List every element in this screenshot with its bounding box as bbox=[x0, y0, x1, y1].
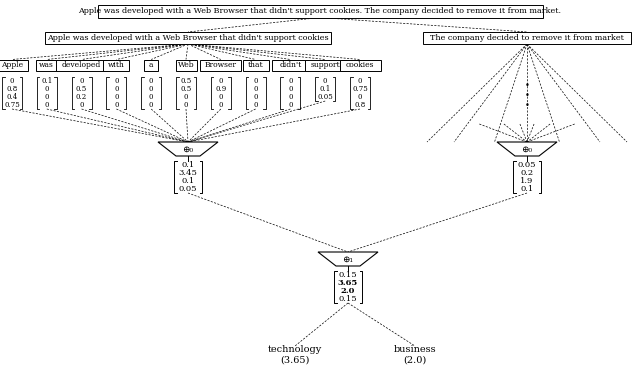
Text: 0: 0 bbox=[253, 77, 258, 85]
Text: cookies: cookies bbox=[346, 61, 374, 69]
Text: 0: 0 bbox=[149, 93, 154, 101]
FancyBboxPatch shape bbox=[273, 59, 308, 70]
Text: The company decided to remove it from market: The company decided to remove it from ma… bbox=[430, 34, 624, 42]
Text: 0: 0 bbox=[114, 93, 118, 101]
FancyBboxPatch shape bbox=[339, 59, 381, 70]
Text: 0.1: 0.1 bbox=[319, 85, 331, 93]
Text: 0: 0 bbox=[358, 77, 362, 85]
Text: 0: 0 bbox=[184, 101, 188, 109]
Text: 0: 0 bbox=[79, 101, 84, 109]
Text: 3.45: 3.45 bbox=[179, 169, 197, 177]
Text: 0.05: 0.05 bbox=[317, 93, 333, 101]
FancyBboxPatch shape bbox=[423, 32, 631, 44]
Text: 0: 0 bbox=[253, 101, 258, 109]
Text: technology: technology bbox=[268, 346, 322, 354]
Text: 0: 0 bbox=[288, 101, 292, 109]
Text: 0: 0 bbox=[45, 93, 49, 101]
Text: 0: 0 bbox=[149, 77, 154, 85]
Text: developed: developed bbox=[62, 61, 101, 69]
Text: 0.1: 0.1 bbox=[520, 185, 534, 193]
Text: (3.65): (3.65) bbox=[280, 355, 310, 365]
FancyBboxPatch shape bbox=[243, 59, 269, 70]
Text: support: support bbox=[310, 61, 340, 69]
Text: 0: 0 bbox=[45, 101, 49, 109]
Text: 0: 0 bbox=[149, 85, 154, 93]
Text: 0.5: 0.5 bbox=[76, 85, 87, 93]
Text: •: • bbox=[525, 80, 529, 90]
Text: ⊕₁: ⊕₁ bbox=[342, 255, 353, 264]
Text: 0.15: 0.15 bbox=[339, 295, 357, 303]
Text: ⊕₀: ⊕₀ bbox=[522, 144, 532, 154]
Text: ⊕₀: ⊕₀ bbox=[182, 144, 193, 154]
Text: 0: 0 bbox=[10, 77, 14, 85]
Text: •: • bbox=[525, 101, 529, 109]
Text: 0.2: 0.2 bbox=[76, 93, 87, 101]
FancyBboxPatch shape bbox=[104, 59, 129, 70]
FancyBboxPatch shape bbox=[0, 59, 28, 70]
Text: 0.75: 0.75 bbox=[4, 101, 20, 109]
Text: 0.15: 0.15 bbox=[339, 271, 357, 279]
Text: 0.05: 0.05 bbox=[179, 185, 197, 193]
Text: •: • bbox=[525, 91, 529, 99]
FancyBboxPatch shape bbox=[200, 59, 241, 70]
Text: 0.1: 0.1 bbox=[41, 77, 52, 85]
Text: was: was bbox=[40, 61, 54, 69]
Polygon shape bbox=[158, 142, 218, 156]
Text: 0: 0 bbox=[288, 85, 292, 93]
Text: 0.1: 0.1 bbox=[181, 177, 195, 185]
Text: Apple was developed with a Web Browser that didn't support cookies. The company : Apple was developed with a Web Browser t… bbox=[79, 7, 561, 15]
Text: Browser: Browser bbox=[205, 61, 237, 69]
FancyBboxPatch shape bbox=[97, 5, 543, 18]
Text: Apple was developed with a Web Browser that didn't support cookies: Apple was developed with a Web Browser t… bbox=[47, 34, 329, 42]
Text: 0: 0 bbox=[79, 77, 84, 85]
Text: Apple: Apple bbox=[1, 61, 23, 69]
Text: 0: 0 bbox=[253, 93, 258, 101]
Text: Web: Web bbox=[178, 61, 195, 69]
Text: 0: 0 bbox=[288, 77, 292, 85]
Text: 0: 0 bbox=[114, 85, 118, 93]
Text: with: with bbox=[108, 61, 125, 69]
FancyBboxPatch shape bbox=[144, 59, 158, 70]
Text: a: a bbox=[149, 61, 154, 69]
Text: 0: 0 bbox=[114, 77, 118, 85]
Text: that: that bbox=[248, 61, 264, 69]
Text: 2.0: 2.0 bbox=[341, 287, 355, 295]
Text: 0.9: 0.9 bbox=[215, 85, 227, 93]
Text: 0: 0 bbox=[358, 93, 362, 101]
Text: 0: 0 bbox=[184, 93, 188, 101]
FancyBboxPatch shape bbox=[56, 59, 107, 70]
Text: 0.2: 0.2 bbox=[520, 169, 534, 177]
Text: 0: 0 bbox=[288, 93, 292, 101]
Text: (2.0): (2.0) bbox=[403, 355, 427, 365]
Text: 0.05: 0.05 bbox=[518, 161, 536, 169]
Text: 0.1: 0.1 bbox=[181, 161, 195, 169]
Text: 0.5: 0.5 bbox=[180, 85, 191, 93]
Text: 0: 0 bbox=[253, 85, 258, 93]
FancyBboxPatch shape bbox=[305, 59, 346, 70]
Text: 0.8: 0.8 bbox=[6, 85, 18, 93]
Text: didn't: didn't bbox=[279, 61, 301, 69]
FancyBboxPatch shape bbox=[175, 59, 196, 70]
Text: 0: 0 bbox=[323, 77, 328, 85]
Text: 0: 0 bbox=[218, 77, 223, 85]
Text: 0: 0 bbox=[114, 101, 118, 109]
Text: 0: 0 bbox=[45, 85, 49, 93]
Text: 0.8: 0.8 bbox=[355, 101, 365, 109]
Text: 1.9: 1.9 bbox=[520, 177, 534, 185]
Polygon shape bbox=[318, 252, 378, 266]
Text: 0: 0 bbox=[218, 101, 223, 109]
Text: 0: 0 bbox=[218, 93, 223, 101]
Polygon shape bbox=[497, 142, 557, 156]
Text: 0.5: 0.5 bbox=[180, 77, 191, 85]
Text: 3.65: 3.65 bbox=[338, 279, 358, 287]
Text: 0.4: 0.4 bbox=[6, 93, 18, 101]
FancyBboxPatch shape bbox=[45, 32, 331, 44]
FancyBboxPatch shape bbox=[36, 59, 58, 70]
Text: 0: 0 bbox=[149, 101, 154, 109]
Text: 0.75: 0.75 bbox=[352, 85, 368, 93]
Text: business: business bbox=[394, 346, 436, 354]
